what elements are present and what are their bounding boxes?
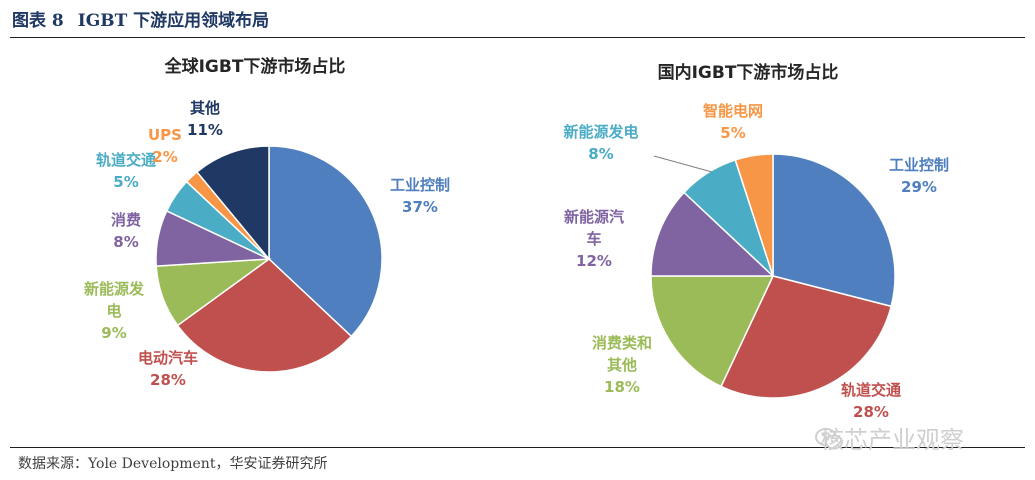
pie-slice bbox=[650, 275, 775, 388]
slice-label: 消费类和其他 18% bbox=[592, 334, 652, 396]
slice-label: 轨道交通 5% bbox=[96, 151, 156, 191]
slice-label: 新能源发电 8% bbox=[563, 123, 638, 163]
slice-label: 消费 8% bbox=[111, 211, 141, 251]
slice-label: 新能源汽车 12% bbox=[564, 208, 624, 270]
top-rule bbox=[10, 37, 1025, 38]
leader-line bbox=[653, 155, 713, 173]
pie-slice bbox=[268, 145, 383, 338]
slice-label: 电动汽车 28% bbox=[138, 349, 198, 389]
slice-label: 智能电网 5% bbox=[703, 102, 763, 142]
slice-label: 工业控制 29% bbox=[889, 156, 949, 196]
pie-slice bbox=[734, 153, 774, 277]
figure-title: 图表 8 IGBT 下游应用领域布局 bbox=[12, 6, 283, 31]
pie-slice bbox=[650, 191, 775, 277]
slice-label: 轨道交通 28% bbox=[841, 381, 901, 421]
pie-slice bbox=[195, 145, 270, 262]
slice-label: 其他 11% bbox=[187, 99, 223, 139]
slice-label: 工业控制 37% bbox=[390, 176, 450, 216]
pie-slice bbox=[176, 258, 353, 373]
figure-number: 图表 8 bbox=[12, 11, 64, 31]
slice-label: 新能源发电 9% bbox=[84, 280, 145, 342]
wechat-icon bbox=[815, 428, 843, 450]
chart-title: 国内IGBT下游市场占比 bbox=[658, 62, 839, 83]
source-note: 数据来源：Yole Development，华安证券研究所 bbox=[18, 456, 328, 472]
watermark: 核芯产业观察 bbox=[820, 426, 964, 454]
chart-title: 全球IGBT下游市场占比 bbox=[164, 56, 346, 77]
figure-title-text: IGBT 下游应用领域布局 bbox=[77, 11, 270, 31]
bottom-rule bbox=[10, 447, 1025, 448]
pie-slice bbox=[720, 275, 893, 399]
pie-slice bbox=[772, 153, 896, 308]
slice-label: UPS 2% bbox=[148, 126, 182, 166]
